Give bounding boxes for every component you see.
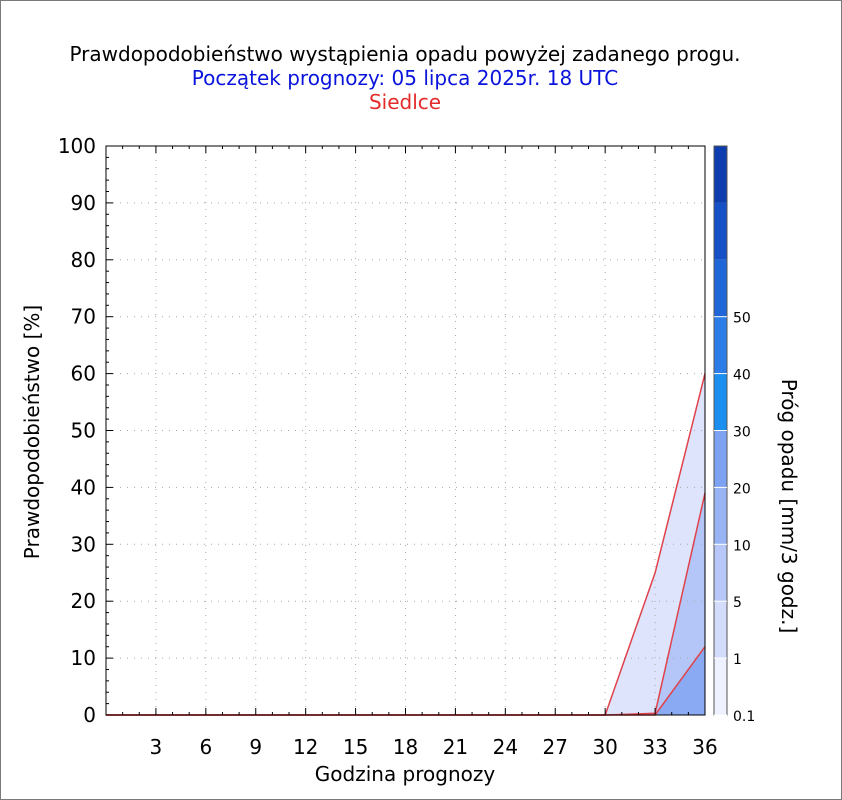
colorbar-label: 50 xyxy=(733,311,751,327)
x-tick-label: 9 xyxy=(249,735,262,759)
x-tick-label: 3 xyxy=(150,735,163,759)
y-tick-labels: 0 10 20 30 40 50 60 70 80 90 100 xyxy=(58,134,96,727)
colorbar-axis-label: Próg opadu [mm/3 godz.] xyxy=(777,379,801,634)
y-tick-label: 90 xyxy=(71,191,96,215)
colorbar-tick-labels: 0.1 1 5 10 20 30 40 50 xyxy=(733,311,755,725)
x-tick-label: 12 xyxy=(293,735,318,759)
colorbar-label: 0.1 xyxy=(733,709,755,725)
x-tick-label: 15 xyxy=(343,735,368,759)
colorbar-band xyxy=(714,259,727,317)
colorbar-band xyxy=(714,487,727,545)
y-tick-label: 60 xyxy=(71,362,96,386)
y-tick-label: 40 xyxy=(71,475,96,499)
area-series-group xyxy=(106,373,705,715)
colorbar-band xyxy=(714,544,727,602)
y-tick-label: 70 xyxy=(71,305,96,329)
x-tick-label: 18 xyxy=(393,735,418,759)
colorbar xyxy=(713,145,728,716)
series-lines-group xyxy=(106,373,706,716)
y-tick-label: 50 xyxy=(71,419,96,443)
x-tick-labels: 3 6 9 12 15 18 21 24 27 30 33 36 xyxy=(150,735,718,759)
series-line-0 xyxy=(106,373,706,716)
colorbar-band xyxy=(714,316,727,374)
grid-lines xyxy=(106,146,705,715)
series-line-1 xyxy=(106,492,706,716)
x-tick-label: 30 xyxy=(592,735,617,759)
x-axis-label: Godzina prognozy xyxy=(315,762,496,786)
colorbar-band xyxy=(714,658,727,715)
chart-title: Prawdopodobieństwo wystąpienia opadu pow… xyxy=(69,42,741,66)
forecast-start-subtitle: Początek prognozy: 05 lipca 2025r. 18 UT… xyxy=(191,66,619,90)
colorbar-label: 5 xyxy=(733,595,742,611)
x-tick-label: 24 xyxy=(493,735,518,759)
colorbar-band xyxy=(714,373,727,431)
y-tick-label: 80 xyxy=(71,248,96,272)
area-series-0 xyxy=(106,373,705,715)
x-tick-label: 33 xyxy=(642,735,667,759)
colorbar-band xyxy=(714,430,727,488)
x-tick-label: 27 xyxy=(543,735,568,759)
axis-ticks xyxy=(105,145,706,716)
colorbar-label: 20 xyxy=(733,481,751,497)
y-axis-label: Prawdopodobieństwo [%] xyxy=(20,305,44,559)
x-tick-label: 21 xyxy=(443,735,468,759)
colorbar-band xyxy=(714,202,727,260)
y-tick-label: 10 xyxy=(71,646,96,670)
location-label: Siedlce xyxy=(368,90,442,114)
x-tick-label: 6 xyxy=(199,735,212,759)
area-series-1 xyxy=(106,493,705,715)
y-tick-label: 30 xyxy=(71,532,96,556)
y-tick-label: 100 xyxy=(58,134,96,158)
colorbar-label: 40 xyxy=(733,368,751,384)
colorbar-label: 10 xyxy=(733,538,751,554)
colorbar-band xyxy=(714,146,727,203)
y-tick-label: 20 xyxy=(71,589,96,613)
y-tick-label: 0 xyxy=(83,703,96,727)
colorbar-label: 1 xyxy=(733,652,742,668)
colorbar-label: 30 xyxy=(733,425,751,441)
x-tick-label: 36 xyxy=(692,735,717,759)
colorbar-band xyxy=(714,601,727,659)
